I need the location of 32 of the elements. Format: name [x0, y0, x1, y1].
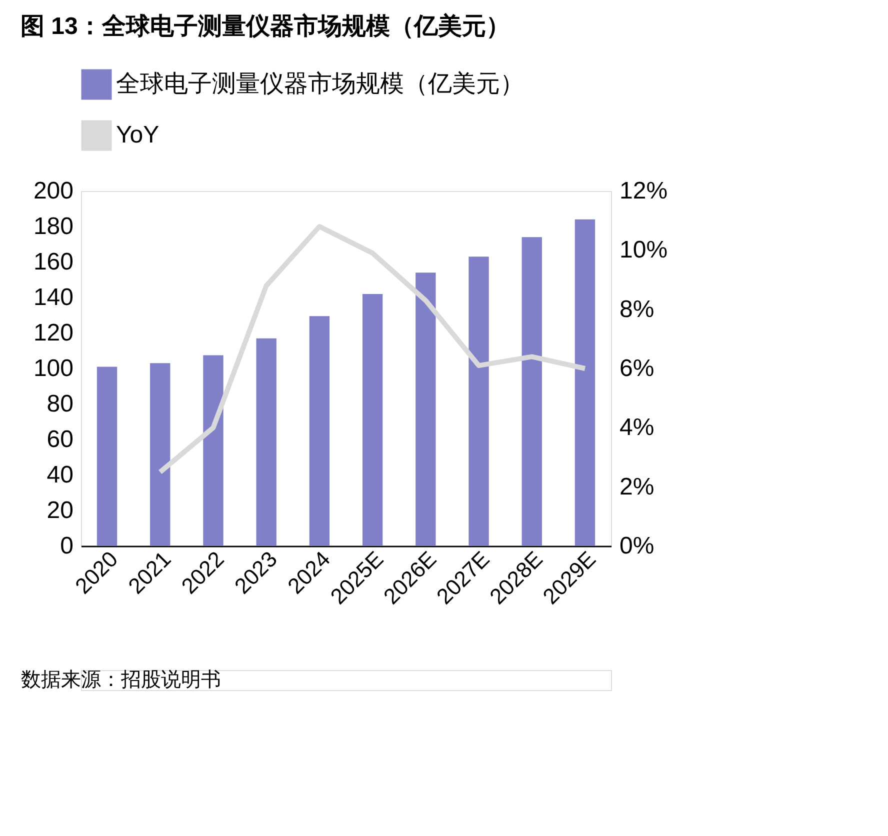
bar	[362, 294, 383, 546]
y2-tick-label: 6%	[620, 355, 654, 382]
y-tick-label: 100	[33, 355, 74, 382]
y-tick-label: 80	[46, 390, 74, 418]
y-tick-label: 40	[46, 462, 74, 488]
y-tick-label: 160	[33, 248, 74, 276]
bar	[468, 256, 489, 546]
y2-tick-label: 4%	[620, 414, 654, 442]
y-tick-label: 140	[33, 284, 74, 311]
y-tick-label: 120	[33, 320, 74, 346]
bar	[150, 363, 170, 546]
y2-tick-label: 2%	[620, 473, 654, 500]
legend-label: 全球电子测量仪器市场规模（亿美元）	[116, 70, 524, 98]
y-tick-label: 180	[33, 213, 74, 240]
y-tick-label: 20	[46, 497, 74, 524]
bar	[309, 316, 330, 546]
bar	[522, 237, 542, 546]
y-tick-label: 60	[46, 426, 74, 453]
chart-title: 图 13：全球电子测量仪器市场规模（亿美元）	[20, 12, 510, 40]
y2-tick-label: 10%	[620, 236, 668, 264]
bar	[416, 272, 436, 546]
y-tick-label: 0	[60, 532, 74, 560]
y2-tick-label: 0%	[620, 532, 654, 560]
legend-label: YoY	[116, 122, 160, 148]
bar	[256, 338, 276, 546]
y2-tick-label: 12%	[620, 178, 668, 204]
y-tick-label: 200	[33, 178, 74, 204]
source-note: 数据来源：招股说明书	[21, 669, 221, 691]
y2-tick-label: 8%	[620, 296, 654, 323]
bar	[96, 366, 118, 546]
bar	[203, 355, 224, 546]
bar	[574, 219, 596, 546]
